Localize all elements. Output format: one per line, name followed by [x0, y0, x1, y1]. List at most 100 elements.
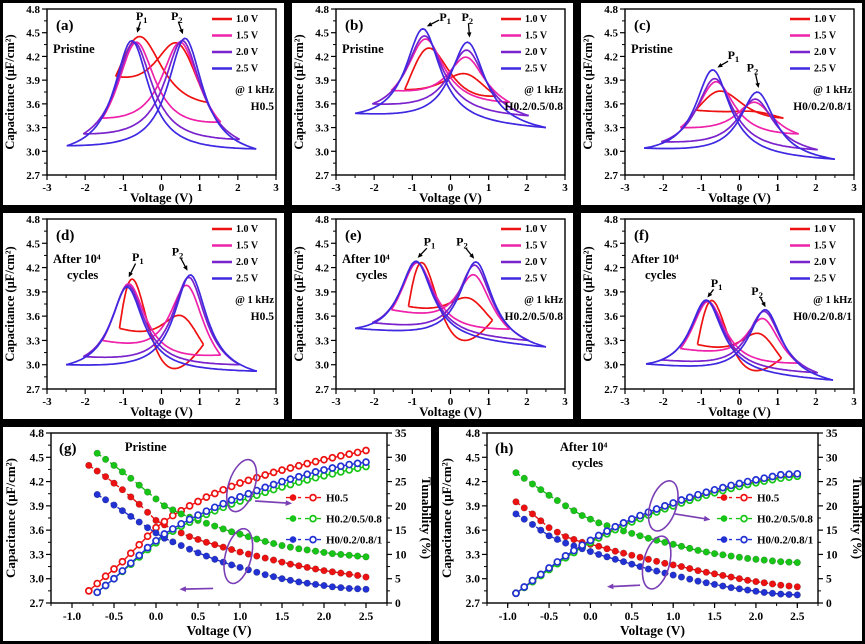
- x-tick-label: 3: [273, 182, 279, 194]
- x-tick-label: -1: [697, 396, 706, 408]
- condition-label: cycles: [356, 268, 387, 282]
- frequency-note: @ 1 kHz: [235, 295, 274, 306]
- capacitance-marker: [553, 535, 561, 544]
- capacitance-marker: [101, 473, 110, 481]
- x-tick-label: 3: [851, 396, 857, 408]
- tunability-marker: [227, 496, 236, 504]
- chart-panel-g: -1.0 -0.5 0.0 0.5 1.0 1.5 2.0 2.5 2.7 3.0 3.3 3.6 3.…: [3, 427, 431, 641]
- capacitance-marker: [727, 552, 735, 560]
- capacitance-marker: [110, 479, 118, 487]
- y-tick-label: 2.7: [315, 170, 329, 182]
- cv-loop-2.5V: [355, 41, 547, 129]
- tunability-marker: [269, 480, 278, 489]
- capacitance-marker: [653, 557, 661, 565]
- legend-item: H0.2/0.5/0.8: [286, 514, 382, 526]
- tunability-marker: [752, 476, 760, 484]
- tunability-marker: [776, 470, 785, 479]
- panel-letter: (a): [56, 18, 74, 34]
- capacitance-marker: [562, 502, 570, 510]
- tunability-marker: [219, 499, 228, 508]
- y-axis-label: Capacitance (μF/cm²): [581, 246, 595, 361]
- capacitance-marker: [286, 560, 295, 568]
- legend-item: H0.2/0.5/0.8: [717, 514, 813, 526]
- tunability-marker: [93, 588, 102, 597]
- capacitance-marker: [253, 568, 261, 576]
- legend-label: 1.0 V: [814, 224, 837, 235]
- tunability-marker: [743, 477, 752, 486]
- x-axis-label: Voltage (V): [419, 404, 482, 419]
- group-ellipse-annotation: [223, 527, 254, 585]
- y-tick-label: 3.3: [26, 335, 40, 347]
- peak-label: P1: [424, 235, 436, 251]
- capacitance-marker: [760, 556, 768, 564]
- x-axis-label: Voltage (V): [130, 404, 193, 419]
- y-tick-label: 4.8: [315, 4, 329, 16]
- capacitance-marker: [793, 591, 801, 599]
- right-y-tick-label: 15: [826, 525, 838, 537]
- capacitance-marker: [735, 575, 743, 583]
- capacitance-marker: [202, 538, 210, 546]
- peak-label: P1: [132, 250, 144, 266]
- legend-item: H0/0.2/0.8/1: [717, 535, 813, 547]
- capacitance-marker: [186, 533, 194, 541]
- capacitance-marker: [202, 552, 210, 560]
- x-tick-label: 2: [813, 182, 819, 194]
- x-tick-label: -1: [408, 182, 417, 194]
- y-tick-label: 2.7: [604, 170, 618, 182]
- y-tick-label: 4.2: [315, 51, 329, 63]
- panel-letter: (c): [634, 18, 651, 34]
- tunability-marker: [694, 490, 702, 499]
- capacitance-marker: [578, 511, 586, 520]
- peak-label: P2: [461, 10, 473, 26]
- capacitance-marker: [228, 561, 236, 569]
- tunability-marker: [202, 493, 211, 501]
- tunability-marker: [611, 522, 620, 531]
- capacitance-marker: [320, 548, 328, 557]
- x-tick-label: 0.0: [149, 611, 164, 623]
- left-y-tick-label: 4.2: [466, 477, 481, 489]
- capacitance-marker: [118, 486, 126, 494]
- x-axis-label: Voltage (V): [708, 404, 771, 419]
- capacitance-marker: [686, 564, 694, 573]
- y-tick-label: 4.2: [604, 263, 618, 275]
- y-tick-label: 4.5: [315, 238, 329, 250]
- y-axis-label: Capacitance (μF/cm²): [581, 34, 595, 149]
- y-tick-label: 4.8: [26, 214, 40, 226]
- x-tick-label: 0: [737, 396, 743, 408]
- capacitance-marker: [710, 550, 719, 558]
- cv-loop-1.5V: [391, 273, 511, 330]
- plot-area-h: -1.0 -0.5 0.0 0.5 1.0 1.5 2.0 2.5 2.7 3.0 3.3 3.6 3.…: [439, 428, 862, 638]
- peak-label: P2: [747, 60, 759, 76]
- group-ellipse-annotation: [647, 480, 679, 532]
- capacitance-marker: [261, 554, 269, 562]
- capacitance-marker: [545, 532, 553, 540]
- x-tick-label: 0: [448, 182, 454, 194]
- plot-area-e: -3 -2 -1 0 1 2 3 2.7 3.0 3.3 3.6 3.9 4.2 4.5 4.8 Voltag…: [292, 214, 568, 419]
- capacitance-marker: [719, 571, 727, 580]
- tunability-marker: [278, 477, 286, 486]
- capacitance-marker: [537, 526, 545, 534]
- y-tick-label: 3.6: [315, 311, 329, 323]
- x-tick-label: 2: [813, 396, 819, 408]
- x-axis-label: Voltage (V): [620, 623, 685, 638]
- legend-label: 2.0 V: [525, 47, 548, 58]
- capacitance-marker: [144, 488, 152, 496]
- panel-letter: (e): [345, 228, 362, 244]
- capacitance-marker: [752, 587, 760, 595]
- y-tick-label: 3.9: [26, 287, 40, 299]
- capacitance-marker: [194, 549, 202, 557]
- plot-area-a: -3 -2 -1 0 1 2 3 2.7 3.0 3.3 3.6 3.9 4.2 4.5 4.8 Voltag…: [3, 4, 279, 205]
- capacitance-marker: [752, 555, 760, 563]
- tunability-marker: [236, 493, 244, 501]
- tunability-marker: [93, 579, 102, 588]
- cv-loop-2.5V: [66, 39, 257, 150]
- capacitance-marker: [719, 551, 727, 559]
- capacitance-marker: [611, 555, 619, 563]
- capacitance-marker: [303, 563, 311, 571]
- legend-label: 2.5 V: [236, 64, 259, 75]
- panel-f: -3 -2 -1 0 1 2 3 2.7 3.0 3.3 3.6 3.9 4.2 4.5 4.8 Voltag…: [581, 213, 862, 419]
- tunability-marker: [244, 489, 253, 498]
- peak-label: P2: [751, 284, 763, 300]
- capacitance-marker: [278, 558, 286, 566]
- capacitance-marker: [93, 467, 101, 475]
